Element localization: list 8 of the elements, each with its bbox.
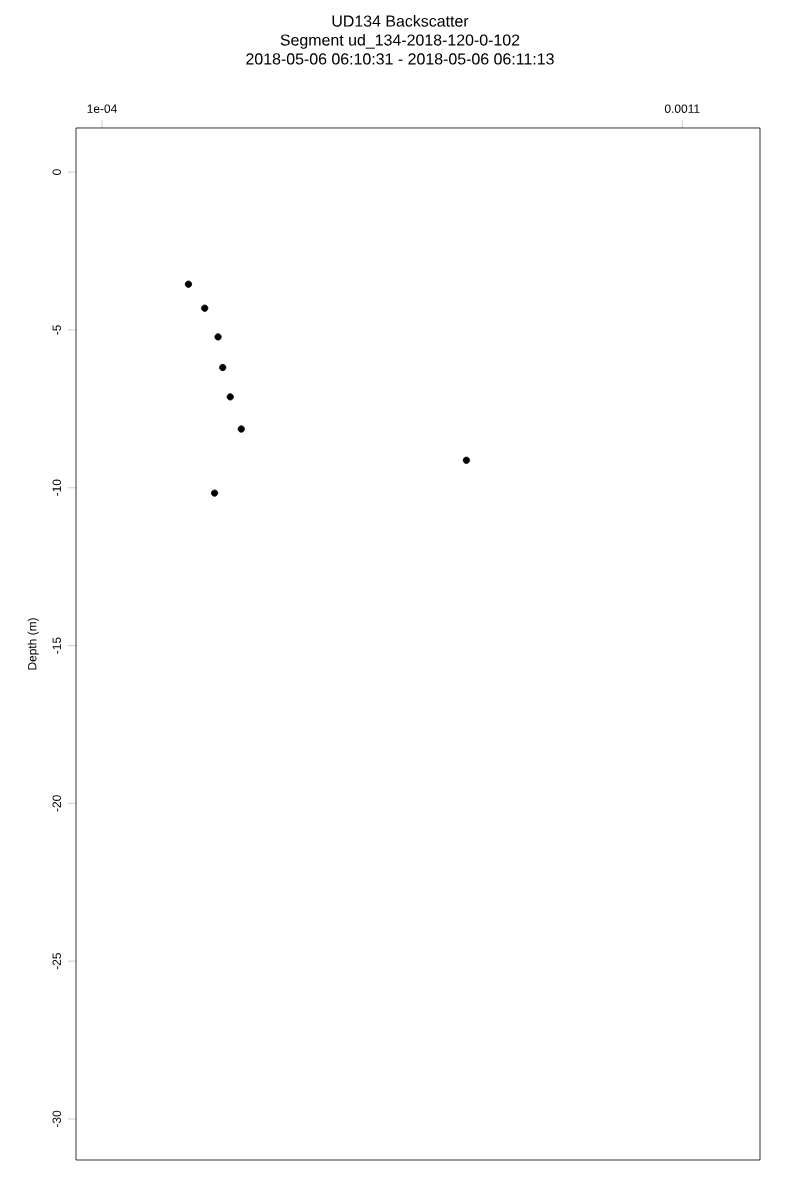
point xyxy=(226,393,234,401)
point xyxy=(462,456,470,464)
point xyxy=(219,363,227,372)
point xyxy=(210,489,219,497)
point xyxy=(184,280,193,288)
point xyxy=(201,304,209,312)
point xyxy=(214,333,222,341)
point xyxy=(237,425,245,433)
